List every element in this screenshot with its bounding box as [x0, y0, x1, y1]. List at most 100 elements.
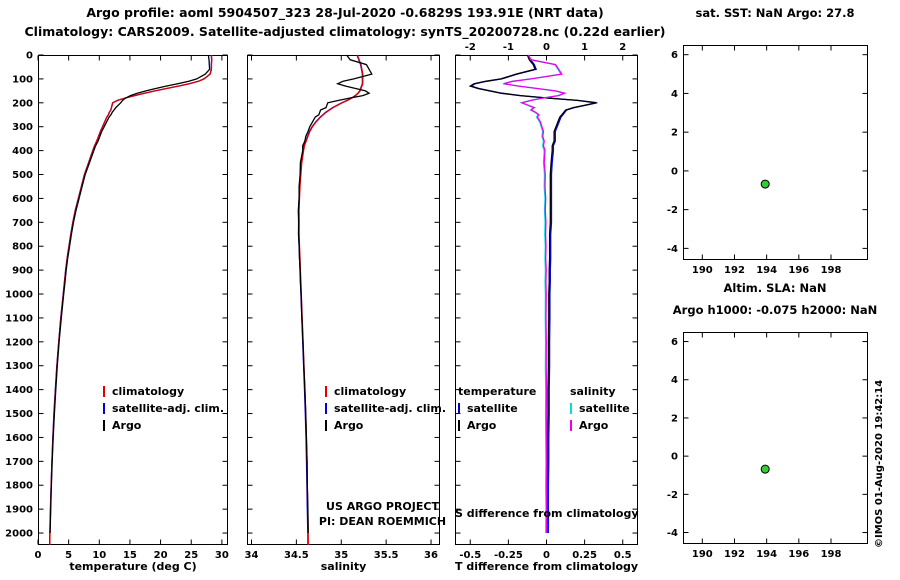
difference-salinity-legend: salinity satellite Argo	[570, 383, 630, 434]
sla-panel-footer: Altim. SLA: NaN	[723, 281, 827, 295]
heat-content-panel-title: Argo h1000: -0.075 h2000: NaN	[672, 303, 878, 317]
t-satellite-line-swatch	[458, 403, 460, 414]
svg-text:1000: 1000	[5, 290, 33, 301]
legend-header-label: temperature	[458, 385, 537, 398]
svg-text:4: 4	[671, 89, 678, 100]
svg-text:0: 0	[543, 42, 550, 53]
sst-panel-title: sat. SST: NaN Argo: 27.8	[695, 6, 855, 20]
location-heat-content-panel: 190 192 194 196 198 6 4 2 0 -2 -4	[667, 332, 868, 560]
legend-label: satellite	[579, 402, 630, 415]
svg-text:1400: 1400	[5, 385, 33, 396]
svg-text:10: 10	[92, 550, 106, 561]
salinity-axis-label: salinity	[320, 560, 367, 573]
legend-label: Argo	[112, 419, 142, 432]
svg-text:1100: 1100	[5, 313, 33, 324]
legend-label: climatology	[334, 385, 407, 398]
svg-text:500: 500	[12, 170, 33, 181]
svg-text:-1: -1	[503, 42, 514, 53]
temperature-axis-label: temperature (deg C)	[69, 560, 197, 573]
svg-text:2: 2	[671, 128, 678, 139]
svg-text:20: 20	[154, 550, 168, 561]
project-line: US ARGO PROJECT	[326, 500, 439, 513]
svg-text:35: 35	[334, 550, 348, 561]
svg-text:700: 700	[12, 218, 33, 229]
svg-text:194: 194	[756, 265, 777, 276]
svg-text:35.5: 35.5	[374, 550, 399, 561]
legend-label: Argo	[579, 419, 609, 432]
svg-text:-4: -4	[667, 244, 678, 255]
svg-text:34: 34	[245, 550, 259, 561]
svg-text:400: 400	[12, 146, 33, 157]
legend-item-satellite-adj-clim: satellite-adj. clim.	[325, 400, 446, 417]
legend-item-argo: Argo	[458, 417, 536, 434]
svg-text:190: 190	[692, 265, 713, 276]
satellite-adj-clim-line-swatch	[103, 403, 105, 414]
legend-header-label: salinity	[570, 385, 616, 398]
svg-text:2: 2	[619, 42, 626, 53]
t-difference-axis-label: T difference from climatology	[455, 560, 639, 573]
difference-temperature-legend: temperature satellite Argo	[458, 383, 536, 434]
legend-item-satellite-adj-clim: satellite-adj. clim.	[103, 400, 224, 417]
svg-text:0.25: 0.25	[572, 550, 597, 561]
temperature-legend: climatology satellite-adj. clim. Argo	[103, 383, 224, 434]
satellite-adj-clim-line-swatch	[325, 403, 327, 414]
svg-text:5: 5	[65, 550, 72, 561]
us-argo-project-note: US ARGO PROJECT PI: DEAN ROEMMICH	[315, 499, 450, 529]
svg-text:-0.25: -0.25	[494, 550, 523, 561]
legend-item-satellite: satellite	[570, 400, 630, 417]
svg-text:196: 196	[788, 265, 809, 276]
s-difference-annotation: S difference from climatology	[455, 507, 639, 520]
svg-text:-4: -4	[667, 528, 678, 539]
t-argo-line-swatch	[458, 420, 460, 431]
svg-text:1200: 1200	[5, 337, 33, 348]
s-satellite-line-swatch	[570, 403, 572, 414]
legend-item-argo: Argo	[570, 417, 630, 434]
legend-label: Argo	[467, 419, 497, 432]
svg-text:4: 4	[671, 375, 678, 386]
svg-text:6: 6	[671, 50, 678, 61]
svg-text:-2: -2	[465, 42, 476, 53]
location-sst-panel: 190 192 194 196 198 6 4 2 0 -2 -4	[667, 45, 868, 276]
svg-text:190: 190	[692, 549, 713, 560]
imos-watermark: ©IMOS 01-Aug-2020 19:42:14	[874, 379, 885, 548]
legend-label: satellite	[467, 402, 518, 415]
argo-line-swatch	[103, 420, 105, 431]
legend-item-climatology: climatology	[103, 383, 224, 400]
svg-text:6: 6	[671, 337, 678, 348]
svg-text:1300: 1300	[5, 361, 33, 372]
svg-text:198: 198	[821, 265, 842, 276]
svg-text:-2: -2	[667, 205, 678, 216]
svg-text:1800: 1800	[5, 481, 33, 492]
svg-text:36: 36	[424, 550, 438, 561]
legend-item-satellite: satellite	[458, 400, 536, 417]
salinity-depth-panel: 34 34.5 35 35.5 36	[245, 54, 440, 561]
temperature-depth-panel: 0 5 10 15 20 25 300100200300400500600700800900…	[5, 51, 229, 562]
legend-item-argo: Argo	[103, 417, 224, 434]
legend-item-climatology: climatology	[325, 383, 446, 400]
svg-text:34.5: 34.5	[284, 550, 309, 561]
svg-text:100: 100	[12, 74, 33, 85]
svg-text:300: 300	[12, 122, 33, 133]
svg-text:198: 198	[821, 549, 842, 560]
svg-text:192: 192	[724, 265, 745, 276]
svg-text:25: 25	[184, 550, 198, 561]
figure-title: Argo profile: aoml 5904507_323 28-Jul-20…	[86, 5, 604, 20]
svg-text:15: 15	[123, 550, 137, 561]
legend-item-argo: Argo	[325, 417, 446, 434]
svg-text:0.5: 0.5	[614, 550, 632, 561]
svg-text:600: 600	[12, 194, 33, 205]
svg-text:0: 0	[671, 166, 678, 177]
svg-text:0: 0	[35, 550, 42, 561]
svg-text:2: 2	[671, 413, 678, 424]
svg-text:2000: 2000	[5, 529, 33, 540]
pi-line: PI: DEAN ROEMMICH	[318, 515, 447, 528]
svg-text:1500: 1500	[5, 409, 33, 420]
svg-text:194: 194	[756, 549, 777, 560]
legend-label: satellite-adj. clim.	[334, 402, 447, 415]
svg-text:800: 800	[12, 242, 33, 253]
s-argo-line-swatch	[570, 420, 572, 431]
figure-subtitle: Climatology: CARS2009. Satellite-adjuste…	[24, 24, 666, 39]
svg-text:200: 200	[12, 98, 33, 109]
svg-text:192: 192	[724, 549, 745, 560]
